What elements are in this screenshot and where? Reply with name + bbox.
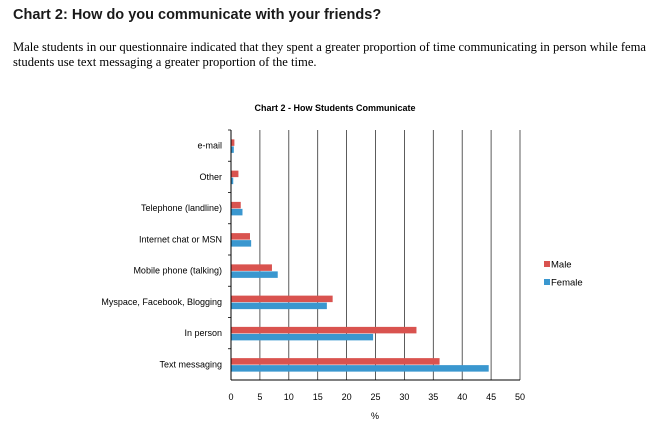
x-tick-label: 30 bbox=[399, 392, 409, 402]
bar-male bbox=[231, 170, 239, 178]
x-tick-label: 35 bbox=[428, 392, 438, 402]
x-tick-label: 50 bbox=[515, 392, 525, 402]
page-heading: Chart 2: How do you communicate with you… bbox=[13, 7, 382, 23]
legend-swatch-male bbox=[544, 261, 550, 267]
intro-line-1: Male students in our questionnaire indic… bbox=[13, 40, 647, 54]
intro-paragraph: Male students in our questionnaire indic… bbox=[13, 40, 650, 70]
x-axis-label: % bbox=[371, 411, 379, 421]
intro-line-2: students use text messaging a greater pr… bbox=[13, 55, 317, 69]
bar-female bbox=[231, 271, 278, 278]
x-tick-label: 40 bbox=[457, 392, 467, 402]
x-tick-label: 0 bbox=[228, 392, 233, 402]
x-tick-label: 10 bbox=[284, 392, 294, 402]
bar-female bbox=[231, 177, 234, 185]
bar-female bbox=[231, 240, 252, 247]
bar-female bbox=[231, 333, 374, 341]
bar-male bbox=[231, 201, 241, 209]
x-tick-label: 5 bbox=[257, 392, 262, 402]
x-tick-label: 20 bbox=[342, 392, 352, 402]
category-label: Mobile phone (talking) bbox=[133, 266, 222, 276]
gridlines bbox=[259, 130, 521, 380]
bar-male bbox=[231, 295, 333, 303]
x-tick-label: 25 bbox=[370, 392, 380, 402]
bar-male bbox=[231, 233, 250, 240]
category-labels: e-mail Other Telephone (landline) Internet … bbox=[101, 141, 222, 370]
axes bbox=[228, 129, 520, 381]
bar-female bbox=[231, 208, 243, 216]
category-label: Telephone (landline) bbox=[141, 203, 222, 213]
bar-male bbox=[231, 139, 235, 146]
category-label: In person bbox=[184, 328, 222, 338]
category-label: Text messaging bbox=[159, 359, 222, 369]
x-tick-labels: 0 5 10 15 20 25 30 35 40 45 50 bbox=[228, 392, 525, 402]
bar-female bbox=[231, 146, 234, 153]
bar-female bbox=[231, 365, 489, 372]
chart-title: Chart 2 - How Students Communicate bbox=[254, 103, 415, 113]
x-tick-label: 15 bbox=[313, 392, 323, 402]
bar-male bbox=[231, 358, 440, 365]
bar-female bbox=[231, 302, 327, 310]
legend: Male Female bbox=[544, 260, 583, 289]
x-tick-label: 45 bbox=[486, 392, 496, 402]
category-label: e-mail bbox=[197, 141, 222, 151]
bars bbox=[231, 139, 489, 372]
legend-swatch-female bbox=[544, 279, 550, 285]
bar-male bbox=[231, 264, 272, 271]
legend-label-male: Male bbox=[551, 260, 572, 271]
category-label: Internet chat or MSN bbox=[139, 234, 222, 244]
category-label: Myspace, Facebook, Blogging bbox=[101, 297, 222, 307]
bar-male bbox=[231, 326, 417, 334]
category-label: Other bbox=[199, 172, 222, 182]
legend-label-female: Female bbox=[551, 278, 583, 289]
